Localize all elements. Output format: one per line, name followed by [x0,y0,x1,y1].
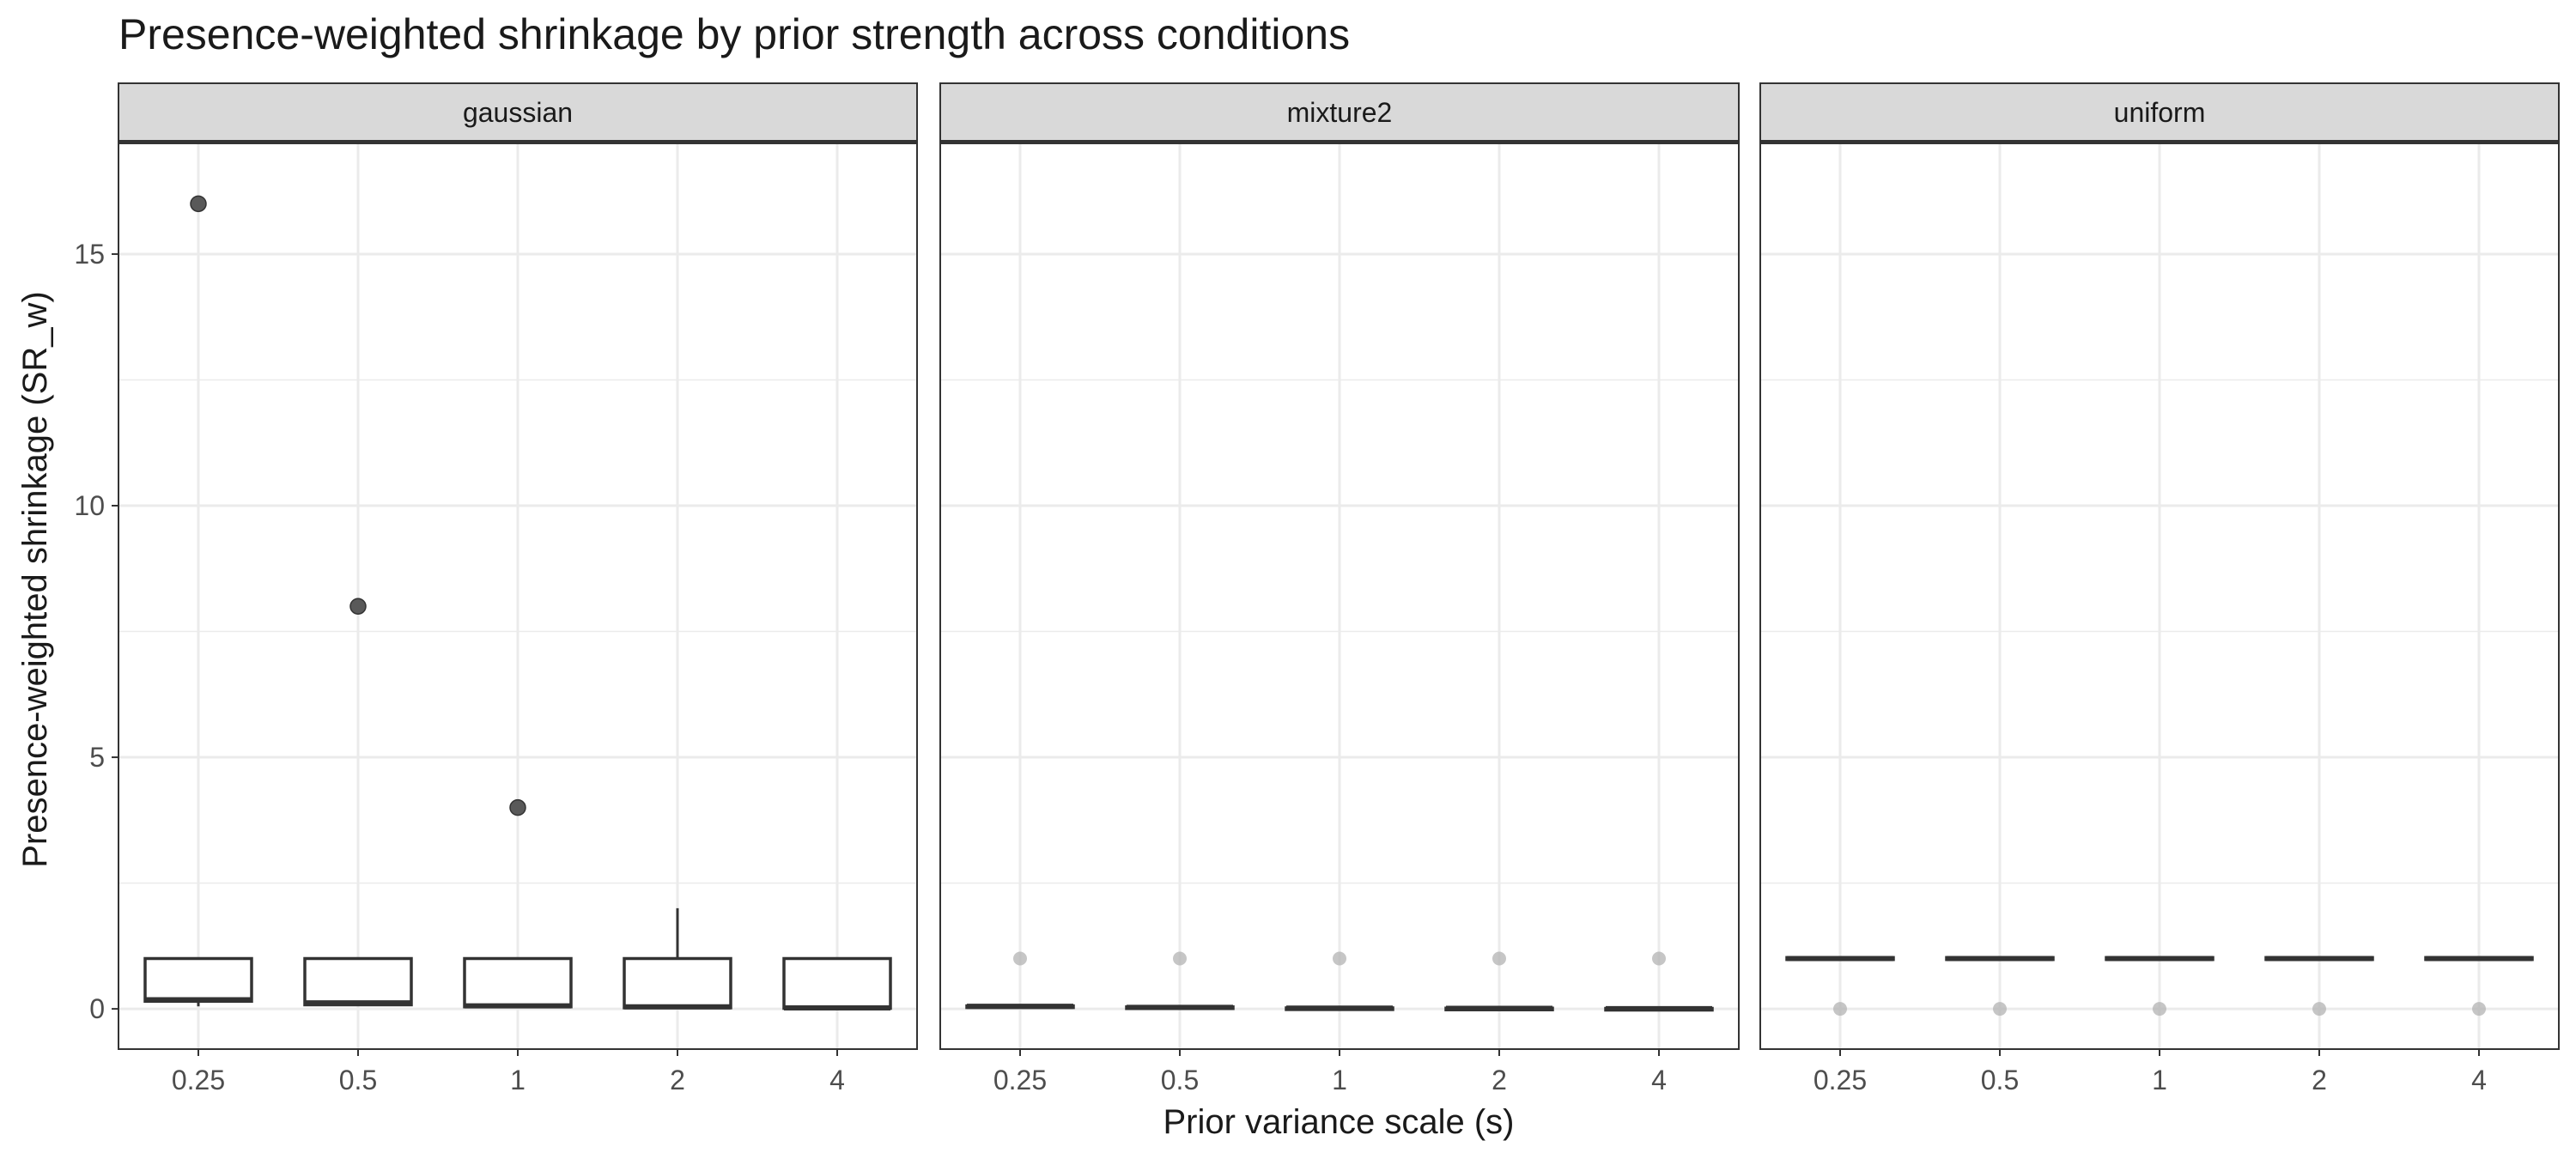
jitter-point [1833,1002,1847,1016]
box-gaussian-1 [463,956,573,1009]
box-uniform-1 [2105,956,2215,962]
x-tick-label: 2 [2312,1065,2327,1095]
x-axis-label: Prior variance scale (s) [1163,1103,1514,1141]
box-gaussian-2 [623,907,732,1010]
chart-title: Presence-weighted shrinkage by prior str… [118,10,1350,58]
x-tick-label: 0.5 [1981,1065,2019,1095]
x-tick-label: 2 [1492,1065,1507,1095]
facet-panel-mixture2: mixture2 0.25 0.5 1 2 4 [939,82,1740,1095]
x-tick-label: 2 [670,1065,685,1095]
box-iqr [463,956,573,1009]
box-iqr [143,956,253,1004]
jitter-point [2312,1002,2326,1016]
jitter-point [1013,951,1027,966]
box-uniform-0.25 [1785,956,1895,962]
outlier-point [509,798,526,816]
box-mixture2-2 [1444,1005,1554,1011]
jitter-point [1993,1002,2007,1016]
x-tick-label: 1 [1332,1065,1347,1095]
x-tick-label: 0.25 [172,1065,225,1095]
box-uniform-0.5 [1945,956,2055,962]
box-gaussian-0.25 [143,956,253,1007]
x-tick-label: 1 [2152,1065,2167,1095]
jitter-point [1652,951,1666,966]
box-mixture2-1 [1285,1005,1394,1011]
jitter-point [1492,951,1506,966]
y-tick-label: 0 [89,993,105,1024]
y-axis-label: Presence-weighted shrinkage (SR_w) [16,291,54,867]
jitter-point [1173,951,1187,966]
box-gaussian-0.5 [303,956,413,1007]
facet-panel-uniform: uniform 0.25 0.5 1 2 4 [1759,82,2560,1095]
x-tick-label: 0.25 [993,1065,1047,1095]
box-iqr [303,956,413,1007]
box-gaussian-4 [782,956,892,1010]
y-tick-label: 10 [74,490,105,521]
box-mixture2-0.25 [965,1004,1075,1010]
box-mixture2-0.5 [1125,1004,1235,1010]
y-tick-label: 15 [74,239,105,270]
x-tick-label: 4 [829,1065,845,1095]
facet-strip-label: gaussian [463,97,573,128]
x-tick-label: 0.25 [1814,1065,1867,1095]
box-iqr [782,956,892,1010]
outlier-point [349,598,367,615]
box-mixture2-4 [1604,1005,1714,1012]
box-uniform-4 [2424,956,2534,962]
x-tick-label: 4 [2471,1065,2487,1095]
jitter-point [1333,951,1346,966]
facet-strip-label: mixture2 [1287,97,1393,128]
facet-strip [939,82,1740,143]
y-axis: 0 5 10 15 [74,239,118,1024]
x-tick-label: 1 [510,1065,526,1095]
jitter-point [2472,1002,2486,1016]
outlier-point [190,195,207,213]
y-tick-label: 5 [89,742,105,773]
facet-panel-gaussian: gaussian 0.25 0.5 1 2 4 [118,82,918,1095]
box-uniform-2 [2264,956,2374,962]
x-tick-label: 4 [1651,1065,1667,1095]
box-iqr [623,956,732,1010]
x-tick-label: 0.5 [339,1065,377,1095]
facet-strip-label: uniform [2114,97,2206,128]
facet-strip [118,82,918,143]
jitter-point [2153,1002,2166,1016]
facet-strip [1759,82,2560,143]
x-tick-label: 0.5 [1161,1065,1199,1095]
